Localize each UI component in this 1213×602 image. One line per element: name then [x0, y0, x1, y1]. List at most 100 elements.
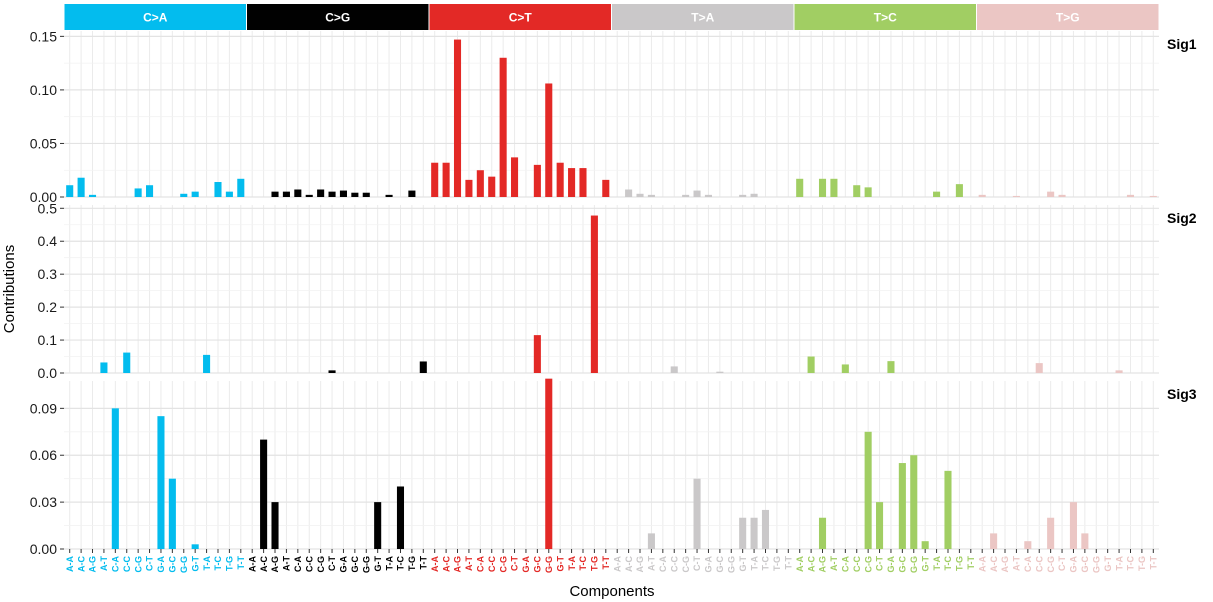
x-tick-label: T-T — [783, 556, 793, 570]
x-tick-label: T-T — [236, 556, 246, 570]
strip-T-A — [612, 4, 794, 30]
bar — [876, 502, 884, 549]
x-tick-label: C-A — [841, 556, 851, 572]
x-tick-label: G-C — [350, 556, 360, 573]
bar — [933, 191, 941, 197]
bar — [191, 191, 199, 197]
panel-label: Sig3 — [1167, 386, 1197, 402]
y-tick-label: 0.15 — [30, 28, 57, 44]
bar — [955, 184, 963, 197]
bar — [887, 361, 895, 373]
bar — [282, 191, 290, 197]
bar — [830, 178, 838, 197]
bar — [134, 188, 142, 197]
x-tick-label: A-A — [612, 556, 622, 572]
bar — [511, 157, 519, 197]
x-tick-label: A-G — [270, 556, 280, 573]
y-tick-label: 0.10 — [30, 82, 57, 98]
x-tick-label: A-A — [977, 556, 987, 572]
bar — [180, 193, 188, 197]
x-tick-label: A-T — [99, 556, 109, 571]
bar — [465, 179, 473, 197]
x-tick-label: G-T — [373, 556, 383, 572]
bar — [670, 366, 678, 373]
y-axis-title: Contributions — [1, 245, 18, 333]
y-tick-label: 0.3 — [38, 266, 58, 282]
bar — [237, 178, 245, 197]
y-tick-label: 0.4 — [38, 233, 58, 249]
bar — [853, 185, 861, 197]
x-tick-label: T-C — [213, 556, 223, 571]
x-tick-label: G-C — [1080, 556, 1090, 573]
bar — [864, 431, 872, 549]
y-tick-label: 0.00 — [30, 189, 57, 205]
x-tick-label: T-A — [1114, 556, 1124, 571]
bar — [579, 168, 587, 197]
x-tick-label: C-T — [692, 556, 702, 571]
bar — [590, 215, 598, 373]
bar — [682, 194, 690, 197]
strip-C-T — [429, 4, 611, 30]
y-tick-label: 0.06 — [30, 447, 57, 463]
x-tick-label: T-A — [384, 556, 394, 571]
x-tick-label: C-C — [852, 556, 862, 572]
mutation-type-strips: C>A C>G C>T T>A T>C T>G — [64, 4, 1159, 30]
y-tick-label: 0.1 — [38, 332, 58, 348]
bar — [1035, 363, 1043, 373]
bar — [693, 190, 701, 197]
x-tick-label: T-A — [932, 556, 942, 571]
x-tick-label: G-A — [1069, 556, 1079, 573]
bar — [990, 533, 998, 549]
x-tick-label: T-A — [749, 556, 759, 571]
x-tick-label: A-T — [282, 556, 292, 571]
panel-sig2: 0.0 0.1 0.2 0.3 0.4 0.5 Sig2 — [38, 200, 1197, 381]
x-tick-label: T-T — [1148, 556, 1158, 570]
y-tick-label: 0.03 — [30, 494, 57, 510]
x-tick-label: C-T — [327, 556, 337, 571]
x-tick-label: T-C — [396, 556, 406, 571]
bar — [328, 191, 336, 197]
bar — [442, 162, 450, 197]
x-tick-label: A-C — [624, 556, 634, 572]
x-tick-label: C-A — [1023, 556, 1033, 572]
x-tick-label: C-C — [122, 556, 132, 572]
x-tick-label: C-T — [510, 556, 520, 571]
x-tick-label: C-G — [681, 556, 691, 573]
bar — [328, 370, 336, 373]
x-tick-label: A-G — [88, 556, 98, 573]
strip-label: T>G — [1056, 11, 1080, 25]
bar — [841, 364, 849, 373]
signature-panels: 0.00 0.05 0.10 0.15 Sig1 0.0 0.1 0.2 0.3 0.4 0.5 Si… — [30, 28, 1197, 557]
bar — [214, 182, 222, 197]
x-tick-label: C-G — [133, 556, 143, 573]
bar — [750, 193, 758, 197]
panel-background — [64, 381, 1159, 549]
bar — [556, 162, 564, 197]
x-tick-label: A-C — [806, 556, 816, 572]
bar — [818, 178, 827, 197]
bar — [625, 189, 633, 197]
panel-sig1: 0.00 0.05 0.10 0.15 Sig1 — [30, 28, 1197, 205]
x-tick-label: G-A — [521, 556, 531, 573]
strip-T-C — [794, 4, 976, 30]
x-tick-label: T-T — [966, 556, 976, 570]
bar — [396, 486, 405, 549]
panel-background — [64, 31, 1159, 197]
x-tick-label: C-G — [498, 556, 508, 573]
bar — [647, 533, 655, 549]
bar — [1069, 502, 1077, 549]
bar — [499, 57, 507, 197]
bar — [704, 194, 712, 197]
x-tick-label: G-C — [898, 556, 908, 573]
y-tick-label: 0.0 — [38, 365, 58, 381]
x-tick-label: T-A — [202, 556, 212, 571]
panel-background — [64, 205, 1159, 373]
x-tick-label: A-C — [441, 556, 451, 572]
x-tick-label: A-C — [989, 556, 999, 572]
bar — [739, 517, 747, 549]
x-tick-label: G-T — [555, 556, 565, 572]
x-tick-label: C-T — [1057, 556, 1067, 571]
x-tick-label: T-C — [943, 556, 953, 571]
bar — [761, 509, 770, 549]
